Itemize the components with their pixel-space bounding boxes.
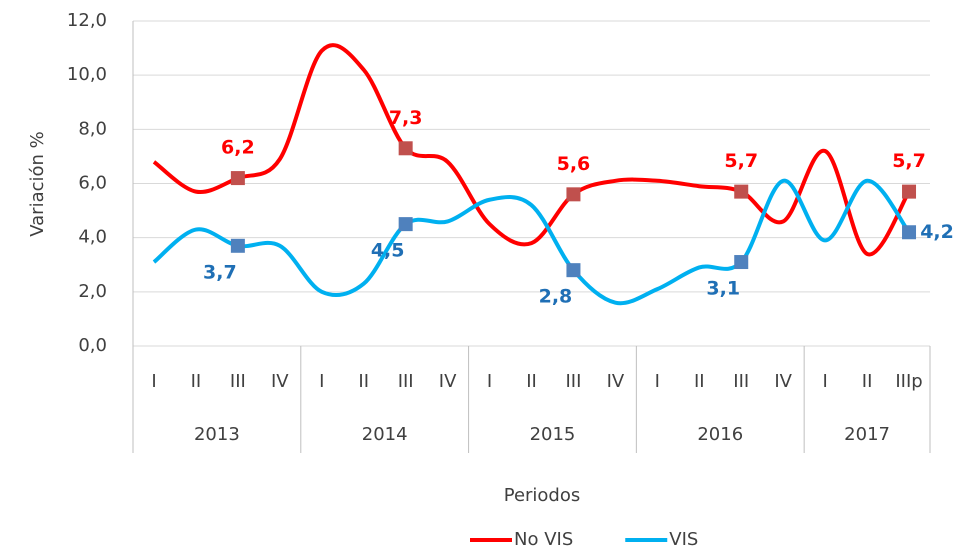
year-label: 2016 [697, 424, 743, 445]
y-tick-label: 2,0 [78, 281, 107, 302]
y-axis-label: Variación % [27, 131, 48, 237]
year-label: 2015 [530, 424, 576, 445]
x-tick-label: II [862, 371, 873, 392]
x-tick-label: IIIp [895, 371, 922, 392]
data-label: 3,7 [203, 261, 237, 283]
year-label: 2013 [194, 424, 240, 445]
x-tick-label: II [526, 371, 537, 392]
marker [566, 263, 581, 278]
y-tick-label: 0,0 [78, 335, 107, 356]
marker [398, 217, 413, 232]
data-label: 4,2 [920, 221, 953, 243]
x-tick-label: I [822, 371, 827, 392]
marker [398, 141, 413, 156]
data-label: 7,3 [389, 107, 423, 129]
marker [734, 184, 749, 199]
marker [230, 171, 245, 186]
legend-label: VIS [669, 529, 698, 549]
year-label: 2014 [362, 424, 408, 445]
x-tick-label: I [319, 371, 324, 392]
y-tick-label: 12,0 [67, 10, 107, 31]
y-tick-label: 10,0 [67, 64, 107, 85]
x-tick-label: III [230, 371, 246, 392]
data-label: 5,7 [724, 150, 758, 172]
x-tick-label: II [358, 371, 369, 392]
y-tick-label: 6,0 [78, 173, 107, 194]
legend-label: No VIS [514, 529, 573, 549]
data-label: 6,2 [221, 137, 255, 159]
y-tick-label: 4,0 [78, 227, 107, 248]
x-tick-label: IV [271, 371, 289, 392]
data-label: 2,8 [539, 286, 573, 308]
data-label: 5,6 [557, 153, 591, 175]
x-tick-label: III [733, 371, 749, 392]
marker [902, 184, 917, 199]
x-tick-label: II [694, 371, 705, 392]
data-label: 4,5 [371, 240, 405, 262]
x-tick-label: I [151, 371, 156, 392]
x-tick-label: III [565, 371, 581, 392]
x-tick-label: I [655, 371, 660, 392]
data-label: 3,1 [706, 278, 740, 300]
marker [902, 225, 917, 240]
year-label: 2017 [844, 424, 890, 445]
marker [566, 187, 581, 202]
x-axis-label: Periodos [504, 485, 581, 506]
x-tick-label: II [191, 371, 202, 392]
x-tick-label: IV [774, 371, 792, 392]
y-tick-label: 8,0 [78, 118, 107, 139]
series-line [152, 43, 911, 257]
data-label: 5,7 [892, 150, 926, 172]
marker [230, 238, 245, 253]
x-tick-label: IV [607, 371, 625, 392]
x-tick-label: I [487, 371, 492, 392]
x-tick-label: IV [439, 371, 457, 392]
series-line [152, 178, 911, 306]
x-tick-label: III [398, 371, 414, 392]
marker [734, 255, 749, 270]
